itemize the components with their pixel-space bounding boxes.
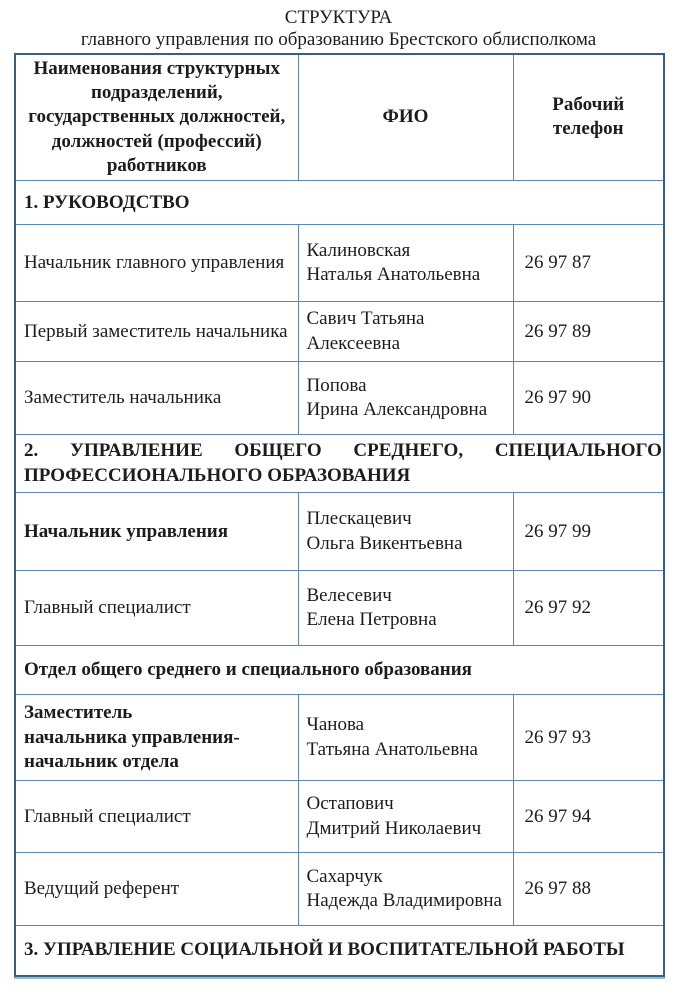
phone-cell: 26 97 92 [512, 570, 665, 647]
position-cell: Заместитель начальника [14, 361, 299, 436]
position-cell: Главный специалист [14, 780, 299, 854]
table-header-row: Наименования структурных подразделений, … [14, 53, 665, 182]
fio-cell: Остапович Дмитрий Николаевич [297, 780, 514, 854]
position-cell: Главный специалист [14, 570, 299, 647]
position-cell: Начальник управления [14, 492, 299, 572]
section-row-social-work: 3. УПРАВЛЕНИЕ СОЦИАЛЬНОЙ И ВОСПИТАТЕЛЬНО… [14, 925, 665, 977]
phone-cell: 26 97 94 [512, 780, 665, 854]
section-title-line2: ПРОФЕССИОНАЛЬНОГО ОБРАЗОВАНИЯ [24, 464, 411, 486]
fio-cell: Велесевич Елена Петровна [297, 570, 514, 647]
fio-cell: Савич Татьяна Алексеевна [297, 301, 514, 363]
table-row: Первый заместитель начальника Савич Тать… [14, 301, 665, 363]
section-title: 3. УПРАВЛЕНИЕ СОЦИАЛЬНОЙ И ВОСПИТАТЕЛЬНО… [14, 925, 665, 977]
position-cell: Начальник главного управления [14, 224, 299, 303]
table-row: Ведущий референт Сахарчук Надежда Владим… [14, 852, 665, 927]
position-cell: Первый заместитель начальника [14, 301, 299, 363]
fio-cell: Сахарчук Надежда Владимировна [297, 852, 514, 927]
fio-cell: Чанова Татьяна Анатольевна [297, 694, 514, 782]
phone-cell: 26 97 99 [512, 492, 665, 572]
section-row-leadership: 1. РУКОВОДСТВО [14, 180, 665, 226]
table-row: Заместитель начальника Попова Ирина Алек… [14, 361, 665, 436]
table-row: Начальник главного управления Калиновска… [14, 224, 665, 303]
table-row: Начальник управления Плескацевич Ольга В… [14, 492, 665, 572]
phone-cell: 26 97 87 [512, 224, 665, 303]
phone-cell: 26 97 89 [512, 301, 665, 363]
subsection-title: Отдел общего среднего и специального обр… [14, 645, 665, 696]
fio-cell: Попова Ирина Александровна [297, 361, 514, 436]
phone-cell: 26 97 90 [512, 361, 665, 436]
document-subtitle: главного управления по образованию Брест… [80, 28, 597, 50]
table-row: Главный специалист Остапович Дмитрий Ник… [14, 780, 665, 854]
section-title: 2. УПРАВЛЕНИЕ ОБЩЕГО СРЕДНЕГО, СПЕЦИАЛЬН… [14, 434, 665, 494]
structure-table: Наименования структурных подразделений, … [14, 52, 665, 977]
column-header-phone: Рабочий телефон [512, 53, 665, 182]
phone-cell: 26 97 88 [512, 852, 665, 927]
subsection-row-secondary-special: Отдел общего среднего и специального обр… [14, 645, 665, 696]
section-title-line1: 2. УПРАВЛЕНИЕ ОБЩЕГО СРЕДНЕГО, СПЕЦИАЛЬН… [24, 440, 664, 462]
fio-cell: Калиновская Наталья Анатольевна [297, 224, 514, 303]
table-row: Заместитель начальника управления- начал… [14, 694, 665, 782]
document-title: СТРУКТУРА [284, 7, 393, 28]
section-title: 1. РУКОВОДСТВО [14, 180, 665, 226]
position-cell: Ведущий референт [14, 852, 299, 927]
column-header-departments: Наименования структурных подразделений, … [14, 53, 299, 182]
fio-cell: Плескацевич Ольга Викентьевна [297, 492, 514, 572]
table-row: Главный специалист Велесевич Елена Петро… [14, 570, 665, 647]
section-row-general-education: 2. УПРАВЛЕНИЕ ОБЩЕГО СРЕДНЕГО, СПЕЦИАЛЬН… [14, 434, 665, 494]
position-cell: Заместитель начальника управления- начал… [14, 694, 299, 782]
phone-cell: 26 97 93 [512, 694, 665, 782]
column-header-fio: ФИО [297, 53, 514, 182]
